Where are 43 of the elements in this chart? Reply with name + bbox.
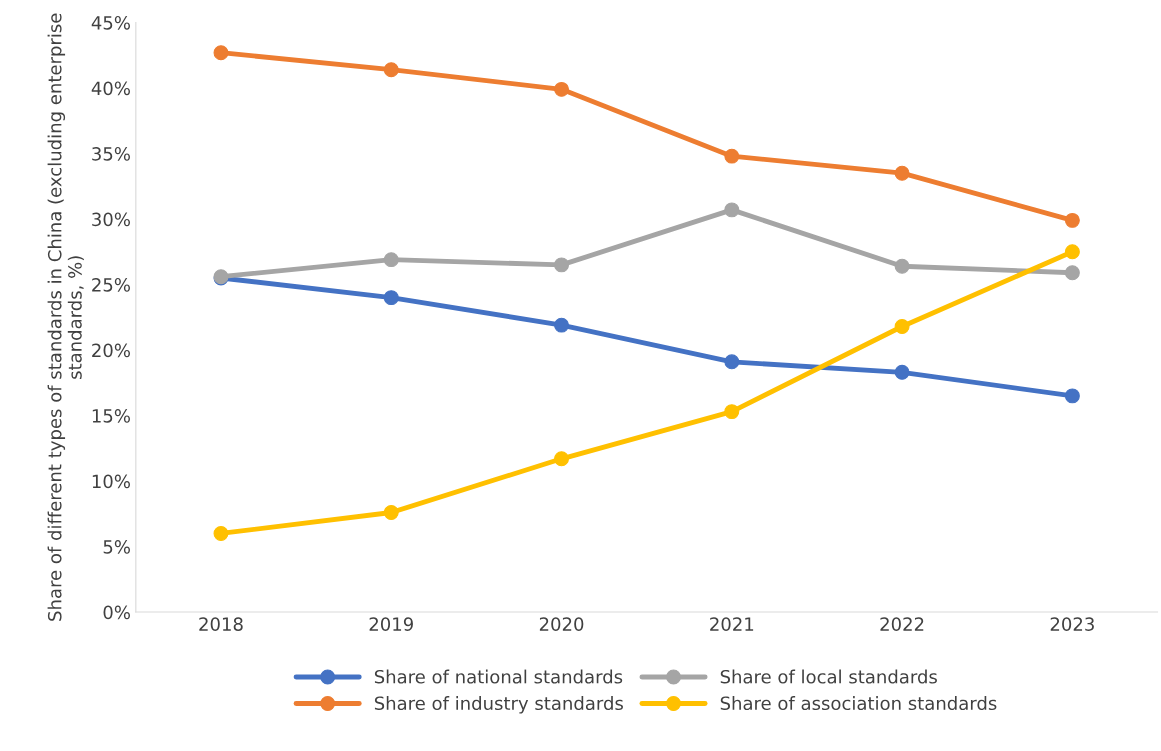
point [894,258,910,274]
point [554,451,569,467]
point [383,252,399,268]
point [383,505,399,520]
x-tick-label: 2020 [539,617,584,631]
y-tick-label: 0% [103,605,130,620]
point [383,62,399,78]
point [1064,244,1080,260]
y-tick-label: 20% [92,343,130,358]
y-tick-label: 5% [103,540,130,554]
point [213,45,229,61]
x-tick-label: 2022 [880,617,924,631]
point [1064,265,1080,281]
y-tick-label: 25% [92,278,130,292]
point [894,165,910,181]
point [724,354,740,370]
legend-label: Share of national standards [374,669,623,684]
y-tick-label: 35% [92,147,130,161]
point [894,364,910,380]
y-tick-label: 45% [91,15,130,30]
point [383,290,399,306]
point [894,319,910,334]
point [724,202,740,218]
x-tick-label: 2021 [710,617,754,631]
point [1064,388,1080,404]
y-axis-title: Share of different types of standards in China (excluding enterprise standards, %) [47,13,84,621]
x-tick-label: 2023 [1050,617,1094,631]
y-tick-label: 30% [92,212,130,227]
x-tick-label: 2019 [369,617,413,631]
y-tick-label: 15% [92,409,130,423]
legend-label: Share of local standards [720,669,937,684]
point [554,257,569,273]
point [724,148,740,164]
legend-label: Share of association standards [720,696,997,711]
point [724,404,740,420]
point [554,317,569,333]
x-tick-label: 2018 [199,617,243,631]
y-tick-label: 10% [92,474,130,489]
legend-label: Share of industry standards [374,696,623,714]
point [554,81,569,97]
y-tick-label: 40% [91,81,130,96]
point [1064,212,1080,228]
point [213,526,229,541]
